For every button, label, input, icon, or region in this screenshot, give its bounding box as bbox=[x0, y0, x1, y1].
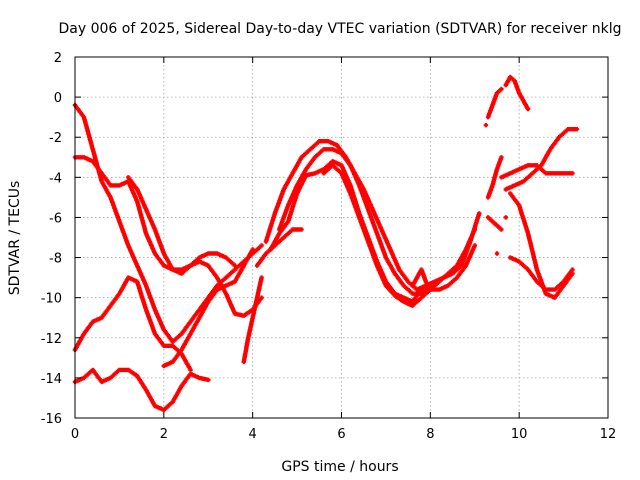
chart-title: Day 006 of 2025, Sidereal Day-to-day VTE… bbox=[59, 21, 622, 37]
y-tick-label: 0 bbox=[54, 91, 62, 106]
series-arc-9 bbox=[277, 147, 433, 296]
y-tick-label: -2 bbox=[49, 131, 62, 146]
x-tick-label: 10 bbox=[511, 427, 528, 442]
x-tick-label: 2 bbox=[160, 427, 168, 442]
grid bbox=[75, 57, 608, 418]
y-tick-label: -14 bbox=[41, 372, 62, 387]
y-tick-label: 2 bbox=[54, 51, 62, 66]
x-tick-label: 0 bbox=[71, 427, 79, 442]
data-series-layer bbox=[72, 74, 580, 413]
series-arc-11 bbox=[254, 227, 304, 268]
y-tick-label: -10 bbox=[41, 292, 62, 307]
series-arc-20 bbox=[503, 127, 580, 192]
series-stray-points bbox=[483, 123, 508, 256]
series-arc-19 bbox=[508, 191, 575, 300]
y-tick-label: -4 bbox=[49, 171, 62, 186]
series-arc-7 bbox=[241, 275, 264, 364]
x-tick-label: 4 bbox=[249, 427, 257, 442]
series-arc-14 bbox=[485, 86, 504, 120]
series-arc-6 bbox=[161, 247, 255, 369]
series-arc-4 bbox=[72, 367, 211, 413]
x-axis-label: GPS time / hours bbox=[281, 459, 398, 475]
x-tick-label: 8 bbox=[426, 427, 434, 442]
y-axis-label: SDTVAR / TECUs bbox=[7, 181, 23, 296]
series-arc-12 bbox=[321, 163, 477, 308]
series-arc-16 bbox=[485, 155, 504, 200]
series-arc-5 bbox=[126, 175, 264, 318]
y-tick-label: -16 bbox=[41, 412, 62, 427]
axis-ticks: 0 2 4 6 8 10 12 -16 -14 -12 -10 -8 -6 -4 -2 0 2 bbox=[41, 51, 617, 442]
x-tick-label: 12 bbox=[600, 427, 617, 442]
y-tick-label: -8 bbox=[49, 252, 62, 267]
series-arc-13 bbox=[410, 243, 477, 292]
x-tick-label: 6 bbox=[337, 427, 345, 442]
series-arc-15 bbox=[503, 74, 531, 112]
series-arc-1 bbox=[72, 102, 264, 344]
y-tick-label: -12 bbox=[41, 332, 62, 347]
series-arc-21 bbox=[485, 215, 504, 232]
y-tick-label: -6 bbox=[49, 211, 62, 226]
